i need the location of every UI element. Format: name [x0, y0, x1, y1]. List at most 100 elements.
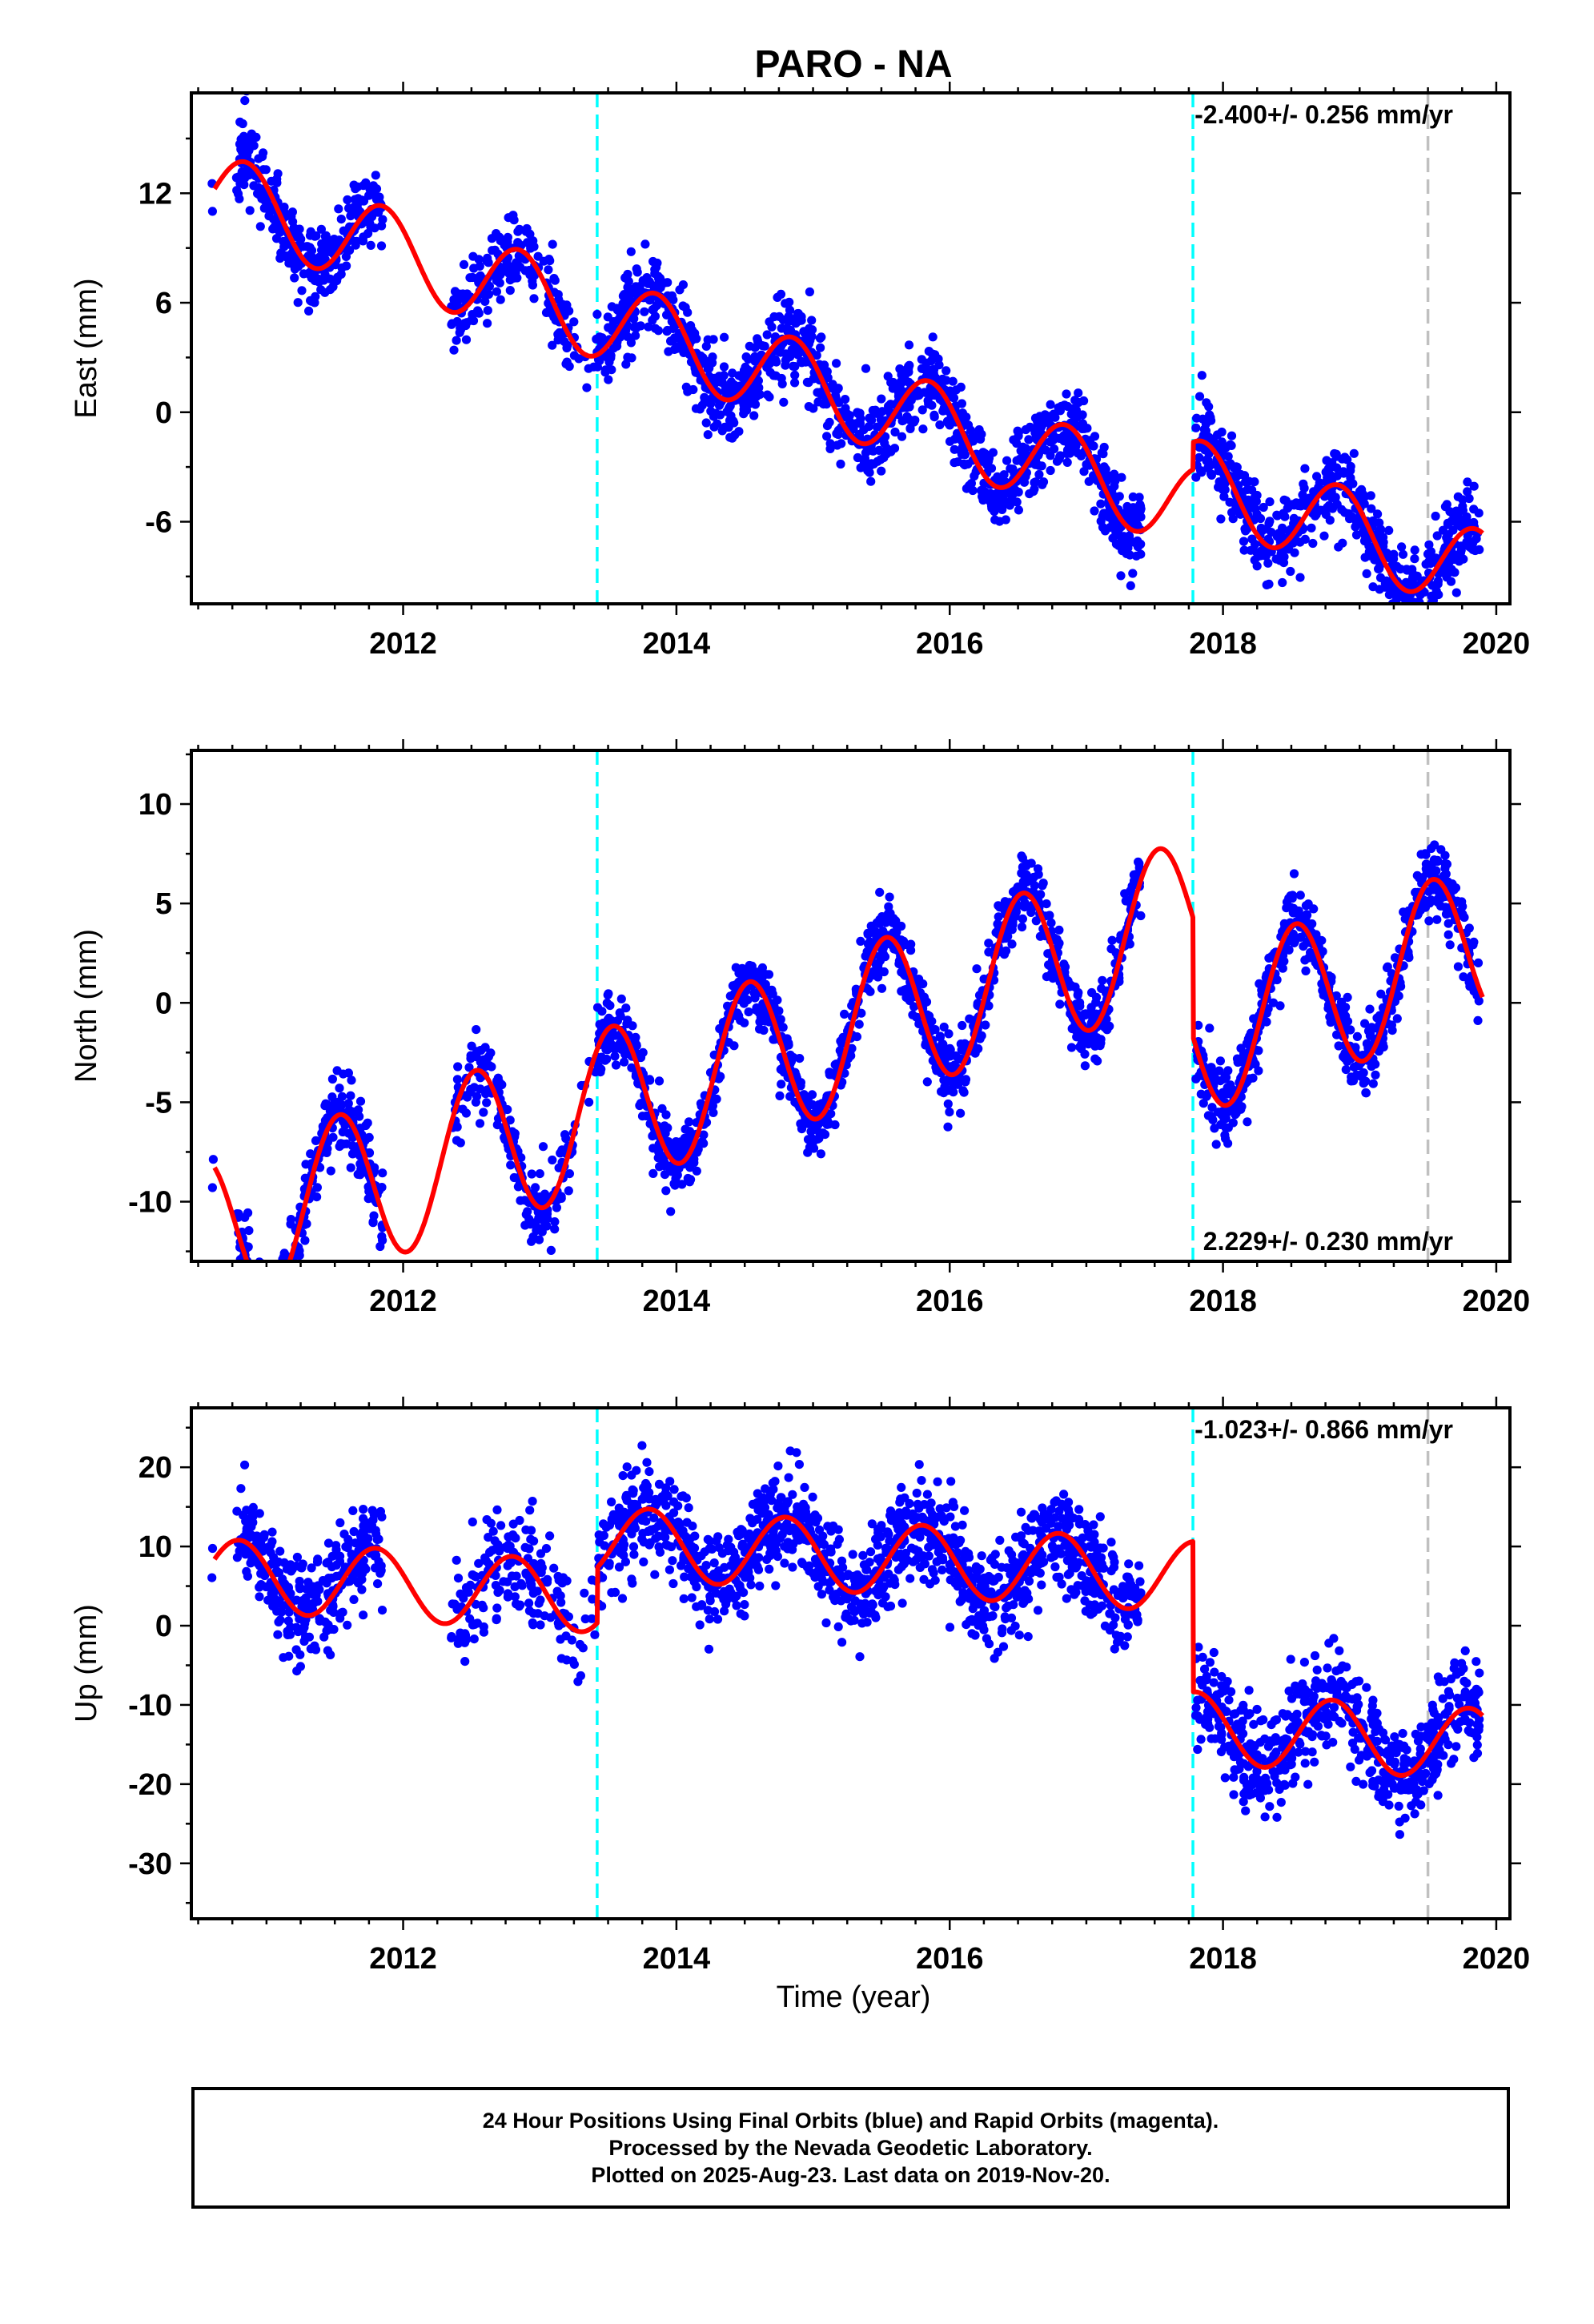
data-point: [540, 1222, 549, 1232]
data-point: [749, 411, 759, 420]
data-point: [275, 1284, 284, 1293]
data-point: [1108, 521, 1118, 530]
data-point: [1295, 573, 1305, 582]
data-point: [1014, 454, 1025, 464]
data-point: [1084, 476, 1094, 486]
data-point: [709, 1108, 718, 1117]
data-point: [1062, 445, 1073, 455]
data-point: [1367, 504, 1376, 513]
data-point: [1202, 1092, 1211, 1101]
data-point: [709, 422, 719, 432]
data-point: [569, 317, 579, 327]
data-point: [352, 203, 362, 212]
data-point: [1062, 436, 1072, 446]
data-point: [1116, 571, 1126, 581]
data-point: [564, 1169, 575, 1179]
data-point: [528, 1232, 538, 1242]
data-point: [1340, 1053, 1350, 1063]
data-point: [1291, 498, 1301, 508]
data-point: [549, 312, 559, 322]
data-point: [255, 1309, 264, 1317]
data-point: [1453, 509, 1463, 519]
data-point: [669, 1179, 679, 1188]
data-point: [238, 119, 247, 129]
data-point: [1449, 885, 1459, 895]
data-point: [863, 939, 873, 949]
data-point: [257, 1270, 266, 1279]
data-point: [267, 1308, 275, 1317]
data-point: [877, 950, 886, 959]
data-point: [1258, 525, 1267, 535]
data-point: [927, 1016, 937, 1026]
data-point: [1343, 455, 1352, 464]
y-tick-label: -5: [145, 1086, 172, 1120]
data-point: [1197, 371, 1207, 380]
data-point: [775, 1091, 785, 1100]
data-point: [678, 342, 688, 352]
data-point: [984, 456, 994, 466]
data-point: [316, 224, 326, 234]
data-point: [690, 328, 700, 338]
data-point: [866, 445, 877, 456]
data-point: [513, 227, 523, 236]
data-point: [479, 1055, 488, 1064]
data-point: [1055, 999, 1065, 1009]
data-point: [1289, 903, 1299, 913]
data-point: [278, 1292, 287, 1301]
data-point: [552, 1203, 562, 1212]
data-point: [1323, 503, 1332, 513]
data-point: [1090, 1054, 1100, 1063]
data-point: [267, 1305, 276, 1314]
data-point: [288, 1269, 297, 1278]
data-point: [725, 416, 735, 425]
data-point: [1391, 607, 1399, 616]
data-point: [1110, 469, 1119, 479]
data-point: [725, 991, 735, 1001]
data-point: [722, 422, 732, 432]
data-point: [1011, 907, 1021, 917]
data-point: [371, 171, 380, 180]
data-point: [1204, 402, 1214, 412]
data-point: [711, 408, 721, 418]
data-point: [346, 1163, 355, 1172]
data-point: [606, 351, 616, 360]
data-point: [1221, 443, 1231, 452]
data-point: [1474, 509, 1484, 518]
data-point: [1441, 869, 1451, 879]
data-point: [1207, 470, 1216, 480]
data-point: [807, 1090, 817, 1100]
data-point: [232, 186, 242, 195]
data-point: [716, 374, 725, 384]
data-point: [320, 270, 330, 279]
data-point: [546, 1245, 556, 1255]
data-point: [592, 309, 602, 320]
data-point: [1254, 1046, 1263, 1055]
data-point: [1312, 472, 1322, 481]
data-point: [632, 264, 641, 274]
data-point: [1391, 589, 1400, 598]
data-point: [953, 457, 962, 467]
data-point: [683, 308, 693, 317]
data-point: [541, 308, 552, 317]
data-point: [1463, 477, 1472, 487]
data-point: [1380, 582, 1390, 592]
data-point: [317, 239, 327, 248]
data-point: [1126, 537, 1136, 547]
data-point: [1055, 452, 1065, 462]
data-point: [1415, 605, 1423, 613]
data-point: [917, 405, 927, 415]
data-point: [278, 1273, 287, 1282]
data-point: [744, 1007, 753, 1017]
data-point: [1254, 1066, 1263, 1076]
data-point: [1216, 514, 1226, 524]
data-point: [343, 1068, 353, 1078]
data-point: [1426, 547, 1435, 557]
data-point: [490, 245, 500, 255]
plot-area: [207, 93, 1485, 616]
data-point: [492, 275, 501, 285]
data-point: [254, 1275, 263, 1284]
data-point: [459, 259, 469, 269]
data-point: [890, 427, 900, 437]
data-point: [1341, 1065, 1351, 1075]
